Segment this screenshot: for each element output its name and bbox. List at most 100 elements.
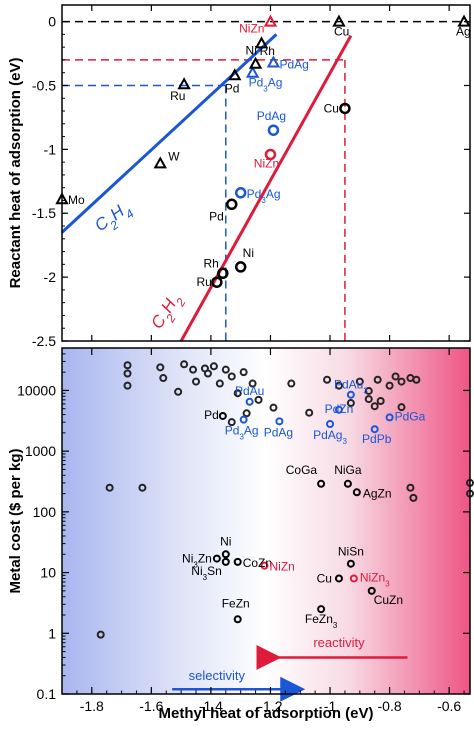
cost-marker-pdag	[275, 417, 284, 426]
cost-panel: reactivity selectivity 0.1 1 10 100 1000 10000 -…	[7, 347, 474, 722]
reactivity-label: reactivity	[313, 635, 365, 650]
c2h4-label-ag: Ag	[456, 25, 471, 39]
cost-label-pdzn: PdZn	[325, 402, 354, 416]
c2h2-line-label: C2H2	[147, 290, 188, 336]
cost-marker	[397, 403, 406, 412]
cost-marker	[156, 363, 165, 372]
cost-marker	[221, 365, 230, 374]
cost-xtick-label: -0.6	[437, 698, 461, 714]
cost-ytick-label: 1	[48, 625, 56, 641]
cost-marker	[412, 375, 421, 384]
cost-marker-agzn	[352, 488, 361, 497]
c2h4-label-ni: Ni	[246, 43, 257, 57]
c2h2-marker-nizn	[264, 148, 277, 161]
cost-label-pdga: PdGa	[395, 409, 426, 423]
cost-marker-pd	[218, 411, 227, 420]
c2h2-label-pd3ag: Pd3Ag	[247, 187, 281, 205]
cost-label-pdau3: PdAu3	[334, 378, 368, 396]
cost-label-pdag3: PdAg3	[313, 428, 347, 446]
cost-marker	[233, 389, 242, 398]
cost-xtick-label: -1.4	[199, 698, 223, 714]
c2h4-label-mo: Mo	[68, 193, 85, 207]
cost-marker	[370, 402, 379, 411]
cost-marker	[355, 377, 364, 386]
cost-marker	[391, 372, 400, 381]
cost-marker	[385, 381, 394, 390]
cost-xtick-label: -1.8	[80, 698, 104, 714]
cost-y-axis-label: Metal cost ($ per kg)	[7, 448, 24, 593]
c2h4-label-nizn: NiZn	[239, 22, 264, 36]
cost-marker-fezn	[233, 615, 242, 624]
c2h4-marker-pd	[228, 68, 242, 81]
cost-marker	[180, 360, 189, 369]
cost-marker	[248, 379, 257, 388]
c2h2-label-cu: Cu	[324, 101, 339, 115]
cost-marker	[269, 403, 278, 412]
cost-marker	[254, 395, 263, 404]
cost-marker	[409, 493, 418, 502]
cost-marker	[174, 387, 183, 396]
cost-label-ni3zn: Ni3Zn	[182, 552, 212, 570]
c2h4-marker-pdag	[266, 55, 281, 68]
c2h2-marker-pd	[226, 198, 238, 211]
cost-marker	[287, 379, 296, 388]
cost-label-pdag: PdAg	[264, 425, 293, 439]
cost-ytick-label: 1000	[25, 443, 56, 459]
cost-label-agzn: AgZn	[363, 486, 392, 500]
cost-marker-pdzn	[334, 405, 343, 414]
cost-marker	[397, 377, 406, 386]
c2h4-marker-rh	[248, 56, 263, 69]
cost-marker	[334, 381, 343, 390]
cost-label-nisn: NiSn	[338, 545, 364, 559]
c2h2-fit-line	[179, 34, 353, 342]
c2h4-line-label: C2H4	[91, 197, 137, 240]
cost-marker-niga	[343, 479, 352, 488]
cost-label-pdpb: PdPb	[362, 432, 392, 446]
cost-marker	[373, 375, 382, 384]
heat-panel-frame	[61, 4, 471, 342]
cost-ytick-label: 100	[33, 504, 57, 520]
heat-ytick-label: -2.5	[32, 333, 56, 349]
heat-ytick-label: -1.5	[32, 205, 56, 221]
cost-marker-nisn	[346, 559, 355, 568]
heat-panel: C2H4 C2H2 0 -0.5 -1 -1.5 -2 -2.5 Reactant heat o…	[7, 4, 471, 349]
cost-marker	[96, 630, 105, 639]
cost-marker	[364, 395, 373, 404]
cost-marker-pdga	[385, 413, 394, 422]
cost-marker	[227, 418, 236, 427]
cost-marker	[192, 377, 201, 386]
cost-marker-cu	[334, 574, 343, 583]
cost-marker-pdau	[245, 397, 254, 406]
c2h4-marker-pd3ag	[245, 65, 260, 78]
cost-label-nizn3: NiZn3	[360, 570, 390, 588]
cost-marker-ni3zn	[212, 554, 221, 563]
cost-marker	[203, 369, 212, 378]
c2h4-label-rh: Rh	[260, 44, 275, 58]
c2h2-label-ni: Ni	[243, 246, 254, 260]
cost-label-cuzn: CuZn	[374, 593, 403, 607]
cost-marker	[123, 361, 132, 370]
cost-ytick-label: 10000	[17, 382, 56, 398]
cost-marker	[323, 375, 332, 384]
c2h4-marker-ru	[177, 77, 191, 90]
c2h4-marker-w	[153, 156, 167, 169]
cost-label-nizn: NiZn	[270, 560, 295, 574]
cost-marker-cuzn	[367, 586, 376, 595]
cost-ytick-label: 10	[40, 565, 56, 581]
cost-marker-pdpb	[370, 425, 379, 434]
cost-marker	[123, 381, 132, 390]
cost-xtick-label: -1.2	[258, 698, 282, 714]
cost-label-niga: NiGa	[334, 463, 362, 477]
cost-marker	[364, 386, 373, 395]
heat-ytick-label: -0.5	[32, 77, 56, 93]
selectivity-label: selectivity	[189, 668, 246, 683]
c2h4-label-ru: Ru	[170, 89, 185, 103]
cost-marker	[376, 396, 385, 405]
c2h4-label-cu: Cu	[334, 25, 349, 39]
cost-label-ni3sn: Ni3Sn	[191, 564, 221, 582]
c2h2-label-pd: Pd	[209, 209, 224, 223]
cost-marker	[159, 374, 168, 383]
cost-marker	[346, 399, 355, 408]
c2h2-label-rh: Rh	[203, 256, 218, 270]
